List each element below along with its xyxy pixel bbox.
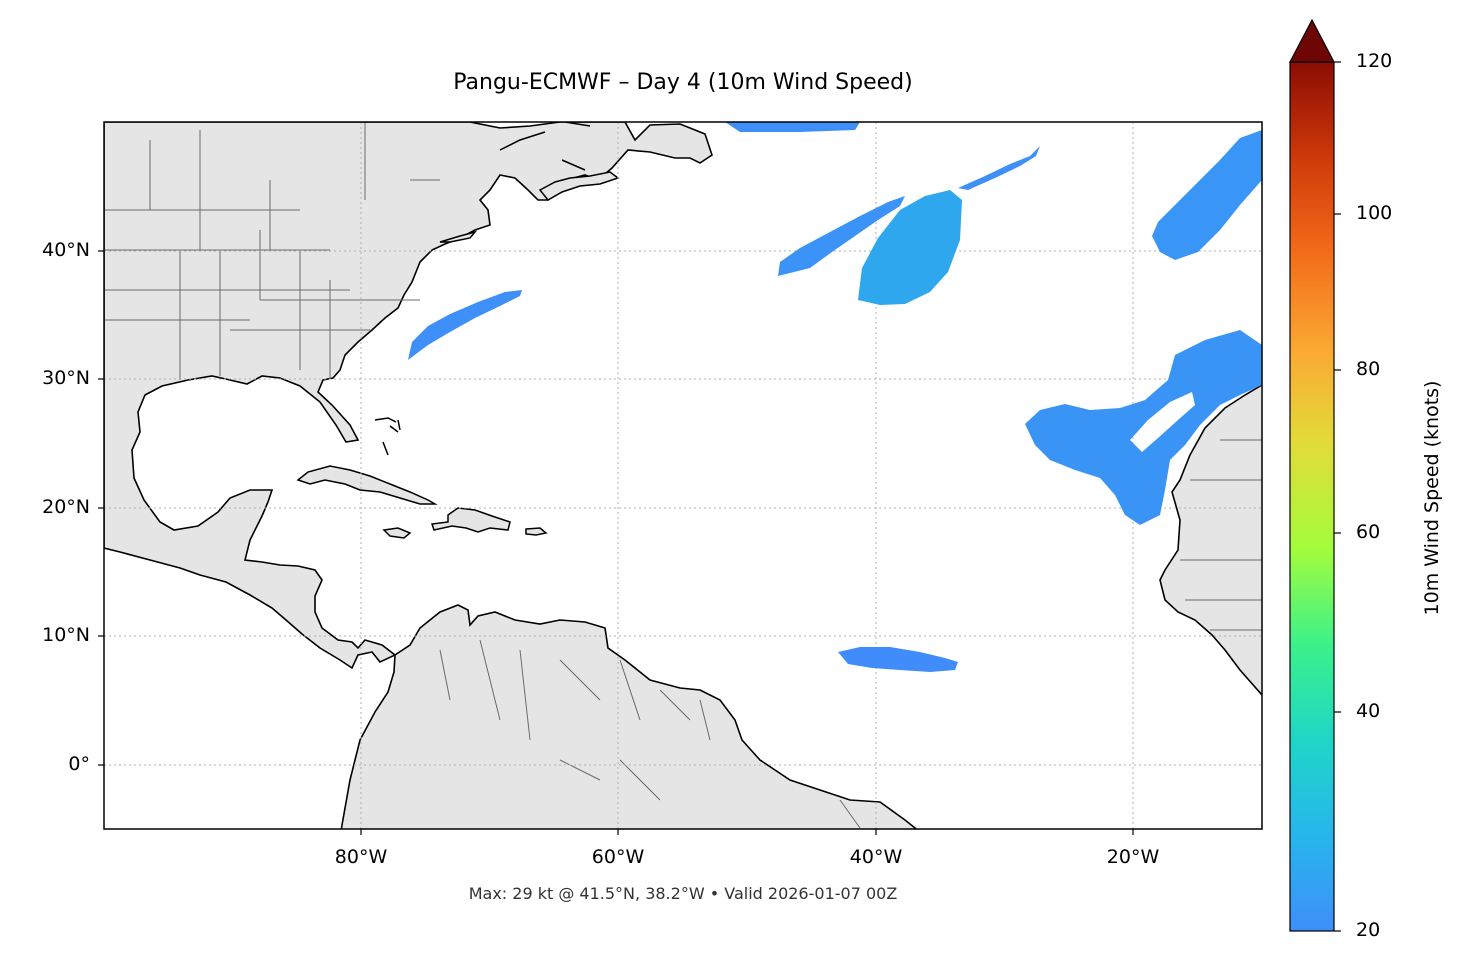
- colorbar-body: [1289, 61, 1335, 932]
- lon-tick-label: 40°W: [849, 846, 903, 868]
- map-title: Pangu-ECMWF – Day 4 (10m Wind Speed): [453, 70, 913, 95]
- land-puerto-rico: [525, 527, 548, 536]
- wind-field-azores-canaries: [1025, 330, 1262, 525]
- lat-tick-label: 30°N: [42, 367, 90, 389]
- wind-field-tropical-atlantic: [838, 647, 958, 672]
- map-footer-info: Max: 29 kt @ 41.5°N, 38.2°W • Valid 2026…: [468, 884, 898, 903]
- colorbar-tick-label: 40: [1356, 700, 1381, 722]
- wind-fields: [408, 122, 1262, 672]
- map-gridlines: [104, 122, 1262, 829]
- land-long-island: [439, 230, 478, 243]
- wind-field-north-atlantic-west: [778, 196, 905, 276]
- admin-borders: [104, 122, 1262, 829]
- colorbar-extend-arrow: [1289, 18, 1335, 63]
- colorbar-tick-label: 80: [1356, 358, 1381, 380]
- wind-field-northeast-atlantic: [1152, 130, 1262, 260]
- lon-tick-label: 20°W: [1106, 846, 1160, 868]
- lat-tick-label: 0°: [68, 753, 90, 775]
- colorbar-tick-label: 20: [1356, 919, 1381, 941]
- land-jamaica: [382, 527, 412, 539]
- lon-tick-label: 80°W: [334, 846, 388, 868]
- lat-tick-label: 40°N: [42, 239, 90, 261]
- wind-field-off-us-east-coast: [408, 290, 522, 360]
- colorbar-tick-label: 100: [1356, 202, 1393, 224]
- land-hispaniola: [430, 507, 511, 533]
- wind-field-north-atlantic-max: [858, 190, 962, 305]
- land-cuba: [296, 465, 438, 505]
- wind-field-newfoundland-strip: [725, 122, 1040, 190]
- colorbar-tick-label: 120: [1356, 50, 1393, 72]
- land-africa: [1159, 384, 1262, 696]
- colorbar: [1289, 18, 1341, 932]
- axis-ticks: [98, 250, 1134, 835]
- lon-tick-label: 60°W: [591, 846, 645, 868]
- colorbar-label: 10m Wind Speed (knots): [1421, 380, 1443, 616]
- colorbar-tick-label: 60: [1356, 521, 1381, 543]
- map-frame: [103, 121, 1263, 830]
- lat-tick-label: 20°N: [42, 496, 90, 518]
- land-bahamas: [374, 417, 401, 456]
- map-content: [104, 122, 1262, 829]
- lat-tick-label: 10°N: [42, 624, 90, 646]
